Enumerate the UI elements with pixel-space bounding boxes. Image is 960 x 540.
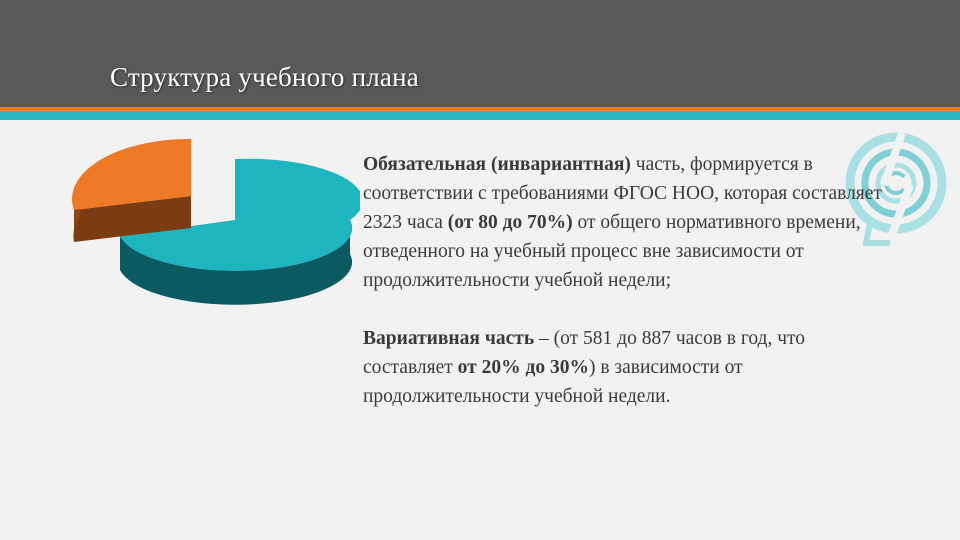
slide-title: Структура учебного плана (110, 62, 419, 92)
bold-term: Вариативная часть (363, 328, 535, 349)
text: ) в зависимости от продолжительности уче… (363, 357, 743, 407)
text: часть, формируется в соответствии с треб… (363, 154, 882, 233)
copyright-circle-logo-icon (845, 131, 947, 246)
bold-term: Обязательная (инвариантная) (363, 154, 631, 175)
slide-header: Структура учебного плана (0, 0, 960, 107)
text: – (от 581 до 887 часов в год, что состав… (363, 328, 806, 378)
pie-slice-mandatory (120, 158, 360, 271)
text: от общего нормативного времени, отведенн… (363, 212, 861, 291)
bold-percent: от 20% до 30% (457, 357, 589, 378)
pie-slice-mandatory-side (120, 220, 353, 305)
pie-slice-variative-side (74, 196, 191, 242)
accent-stripe-teal (0, 112, 960, 120)
content-text: Обязательная (инвариантная) часть, форми… (363, 150, 888, 411)
paragraph-mandatory-part: Обязательная (инвариантная) часть, форми… (363, 150, 888, 295)
paragraph-variative-part: Вариативная часть – (от 581 до 887 часов… (363, 324, 888, 411)
bold-percent: (от 80 до 70%) (447, 212, 573, 233)
accent-stripe-orange (0, 107, 960, 112)
pie-chart (72, 138, 360, 305)
pie-slice-variative (72, 138, 191, 210)
